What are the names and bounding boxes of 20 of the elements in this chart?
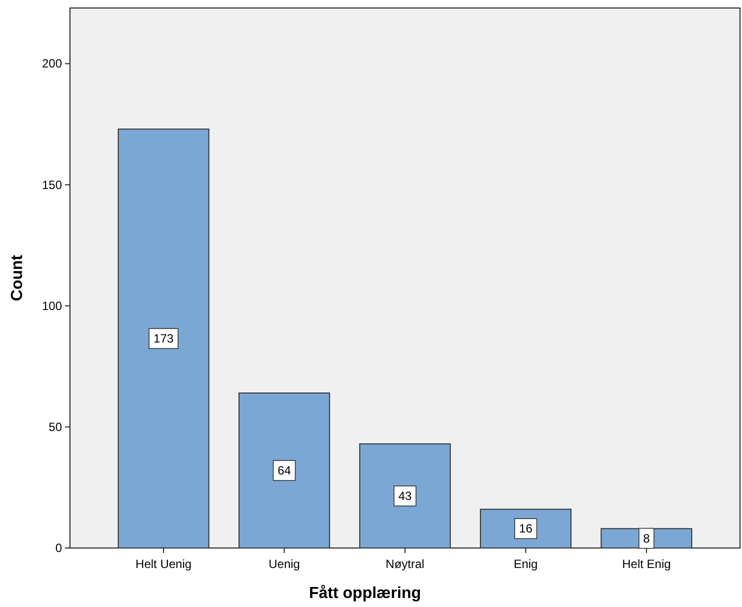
bar	[238, 392, 330, 548]
bar	[118, 128, 210, 548]
y-tick-label: 100	[42, 298, 62, 313]
x-tick-label: Enig	[514, 557, 538, 571]
y-tick-label: 0	[55, 541, 62, 555]
data-label: 43	[398, 488, 412, 503]
y-tick-label: 150	[42, 178, 62, 192]
data-label: 8	[643, 531, 650, 546]
y-tick-label: 200	[42, 56, 62, 71]
y-tick-label: 50	[48, 420, 62, 434]
x-tick-label: Nøytral	[386, 557, 424, 571]
x-tick-label: Helt Uenig	[136, 557, 192, 571]
y-axis-title: Count	[9, 254, 26, 302]
x-tick-label: Uenig	[268, 557, 300, 571]
x-axis-title: Fått opplæring	[309, 584, 421, 602]
data-label: 16	[519, 522, 533, 536]
x-tick-label: Helt Enig	[622, 557, 671, 571]
bar	[359, 443, 451, 548]
data-label: 173	[154, 332, 174, 346]
data-label: 64	[278, 464, 292, 478]
